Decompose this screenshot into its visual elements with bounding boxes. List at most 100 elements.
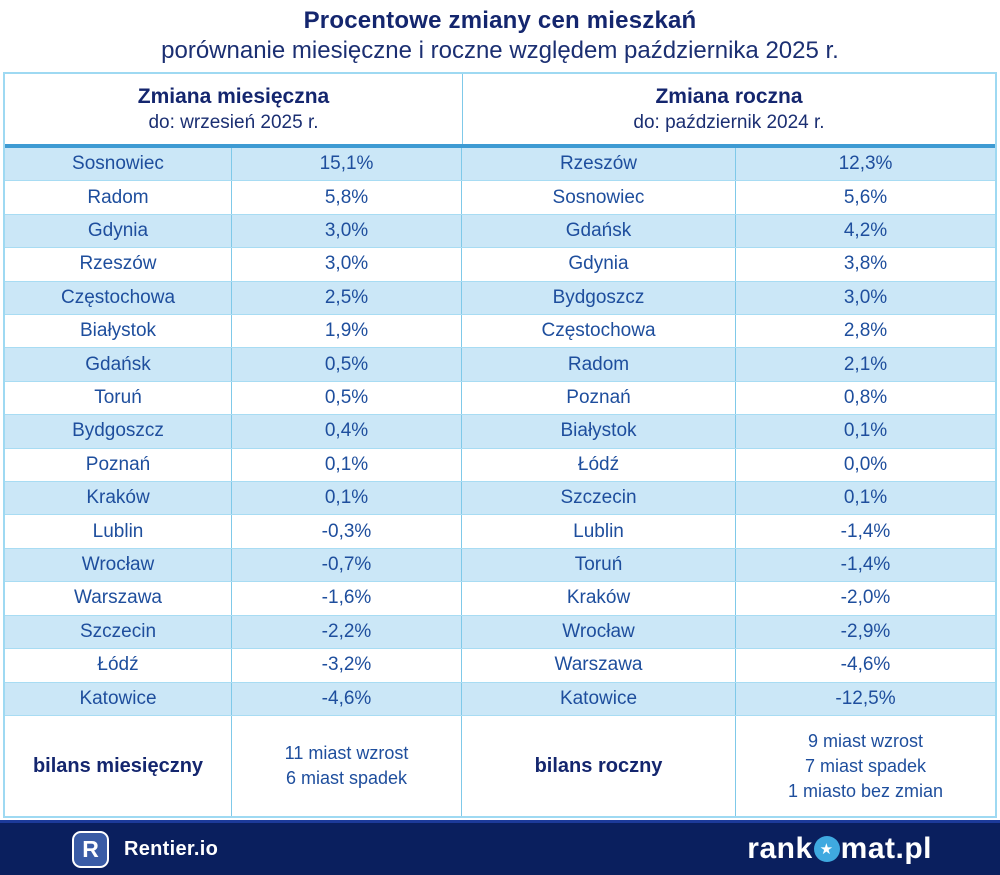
city-cell: Gdańsk xyxy=(5,348,232,381)
value-cell: 2,1% xyxy=(843,353,888,375)
city-cell: Radom xyxy=(5,181,232,214)
city-cell: Łódź xyxy=(5,649,232,682)
value-cell: -0,7% xyxy=(232,548,462,582)
yearly-header-cell: Zmiana roczna do: październik 2024 r. xyxy=(463,74,995,144)
city-cell: Warszawa xyxy=(5,582,232,615)
table-row: Szczecin -2,2% Wrocław -2,9% xyxy=(5,615,995,650)
city-cell: Radom xyxy=(462,348,736,381)
monthly-balance-line: 6 miast spadek xyxy=(285,768,408,788)
value-cell: 12,3% xyxy=(838,153,893,175)
title-block: Procentowe zmiany cen mieszkań porównani… xyxy=(0,0,1000,70)
city-cell: Sosnowiec xyxy=(5,148,232,181)
value-cell: 3,0% xyxy=(232,248,462,281)
city-cell: Katowice xyxy=(5,682,232,715)
monthly-header-subtitle: do: wrzesień 2025 r. xyxy=(148,111,319,133)
city-cell: Łódź xyxy=(462,448,736,482)
value-cell: -3,2% xyxy=(232,649,462,682)
city-cell: Kraków xyxy=(462,582,736,615)
city-cell: Bydgoszcz xyxy=(5,415,232,448)
yearly-header-subtitle: do: październik 2024 r. xyxy=(633,111,825,133)
value-cell: -0,3% xyxy=(232,515,462,548)
value-cell: 0,5% xyxy=(232,348,462,381)
value-cell: 0,1% xyxy=(843,420,888,442)
value-cell: 15,1% xyxy=(232,148,462,181)
monthly-balance-cell: bilans miesięczny xyxy=(5,716,232,816)
city-cell: Gdynia xyxy=(462,248,736,281)
city-cell: Wrocław xyxy=(462,615,736,649)
yearly-balance-line: 9 miast wzrost xyxy=(807,730,924,751)
price-change-table: Zmiana miesięczna do: wrzesień 2025 r. Z… xyxy=(3,72,997,818)
table-row: Sosnowiec 15,1% Rzeszów 12,3% xyxy=(5,148,995,182)
yearly-balance-line: 7 miast spadek xyxy=(804,755,927,776)
value-cell: 4,2% xyxy=(843,220,888,242)
yearly-balance-label: bilans roczny xyxy=(534,754,663,777)
value-cell: 3,0% xyxy=(843,286,888,308)
city-cell: Białystok xyxy=(462,415,736,448)
rentier-badge-icon: R xyxy=(72,830,109,868)
table-row: Białystok 1,9% Częstochowa 2,8% xyxy=(5,315,995,349)
value-cell: 3,8% xyxy=(843,253,888,275)
table-row: Lublin -0,3% Lublin -1,4% xyxy=(5,515,995,549)
city-cell: Lublin xyxy=(5,515,232,548)
rankomat-text-right: mat.pl xyxy=(840,832,932,865)
footer-bar: R Rentier.io rank ★ mat.pl xyxy=(0,820,1000,875)
monthly-header-title: Zmiana miesięczna xyxy=(137,84,330,108)
value-cell: 5,8% xyxy=(232,181,462,214)
value-cell: 1,9% xyxy=(232,315,462,348)
table-row: Toruń 0,5% Poznań 0,8% xyxy=(5,381,995,416)
yearly-balance-values: 9 miast wzrost 7 miast spadek 1 miasto b… xyxy=(736,716,995,816)
summary-row: bilans miesięczny 11 miast wzrost 6 mias… xyxy=(5,716,995,816)
city-cell: Katowice xyxy=(462,682,736,715)
value-cell: -2,0% xyxy=(840,587,891,609)
page-subtitle: porównanie miesięczne i roczne względem … xyxy=(161,37,839,64)
city-cell: Lublin xyxy=(462,515,736,548)
rankomat-text-left: rank xyxy=(747,832,813,865)
city-cell: Częstochowa xyxy=(5,281,232,315)
table-row: Poznań 0,1% Łódź 0,0% xyxy=(5,448,995,483)
table-row: Bydgoszcz 0,4% Białystok 0,1% xyxy=(5,415,995,449)
value-cell: 0,8% xyxy=(843,387,888,409)
rankomat-logo: rank ★ mat.pl xyxy=(747,832,932,866)
table-row: Rzeszów 3,0% Gdynia 3,8% xyxy=(5,248,995,282)
value-cell: -1,4% xyxy=(840,554,891,576)
city-cell: Szczecin xyxy=(5,615,232,649)
value-cell: 2,5% xyxy=(232,281,462,315)
table-header-row: Zmiana miesięczna do: wrzesień 2025 r. Z… xyxy=(5,74,995,148)
monthly-balance-values: 11 miast wzrost 6 miast spadek xyxy=(232,716,462,816)
value-cell: 0,0% xyxy=(843,453,888,475)
city-cell: Rzeszów xyxy=(462,148,736,181)
monthly-header-cell: Zmiana miesięczna do: wrzesień 2025 r. xyxy=(5,74,463,144)
value-cell: 0,1% xyxy=(232,482,462,515)
value-cell: 0,1% xyxy=(232,448,462,482)
value-cell: -2,2% xyxy=(232,615,462,649)
city-cell: Toruń xyxy=(462,548,736,582)
rentier-label: Rentier.io xyxy=(124,837,219,860)
value-cell: -1,6% xyxy=(232,582,462,615)
rentier-logo: R Rentier.io xyxy=(72,830,219,868)
city-cell: Toruń xyxy=(5,381,232,415)
city-cell: Rzeszów xyxy=(5,248,232,281)
value-cell: -4,6% xyxy=(840,654,891,676)
city-cell: Poznań xyxy=(462,381,736,415)
value-cell: -4,6% xyxy=(232,682,462,715)
city-cell: Wrocław xyxy=(5,548,232,582)
table-row: Radom 5,8% Sosnowiec 5,6% xyxy=(5,181,995,215)
table-row: Kraków 0,1% Szczecin 0,1% xyxy=(5,482,995,516)
star-icon: ★ xyxy=(813,836,840,862)
table-row: Gdynia 3,0% Gdańsk 4,2% xyxy=(5,214,995,249)
value-cell: 0,4% xyxy=(232,415,462,448)
value-cell: 2,8% xyxy=(843,320,888,342)
yearly-balance-line: 1 miasto bez zmian xyxy=(787,780,944,801)
yearly-header-title: Zmiana roczna xyxy=(655,84,803,108)
value-cell: -2,9% xyxy=(840,620,891,642)
monthly-balance-label: bilans miesięczny xyxy=(32,754,204,777)
table-rows: Sosnowiec 15,1% Rzeszów 12,3% Radom 5,8% Sosno… xyxy=(5,148,995,716)
value-cell: 5,6% xyxy=(843,186,888,208)
star-glyph: ★ xyxy=(819,841,834,858)
city-cell: Bydgoszcz xyxy=(462,281,736,315)
table-row: Warszawa -1,6% Kraków -2,0% xyxy=(5,582,995,616)
city-cell: Kraków xyxy=(5,482,232,515)
city-cell: Gdańsk xyxy=(462,214,736,248)
city-cell: Gdynia xyxy=(5,214,232,248)
